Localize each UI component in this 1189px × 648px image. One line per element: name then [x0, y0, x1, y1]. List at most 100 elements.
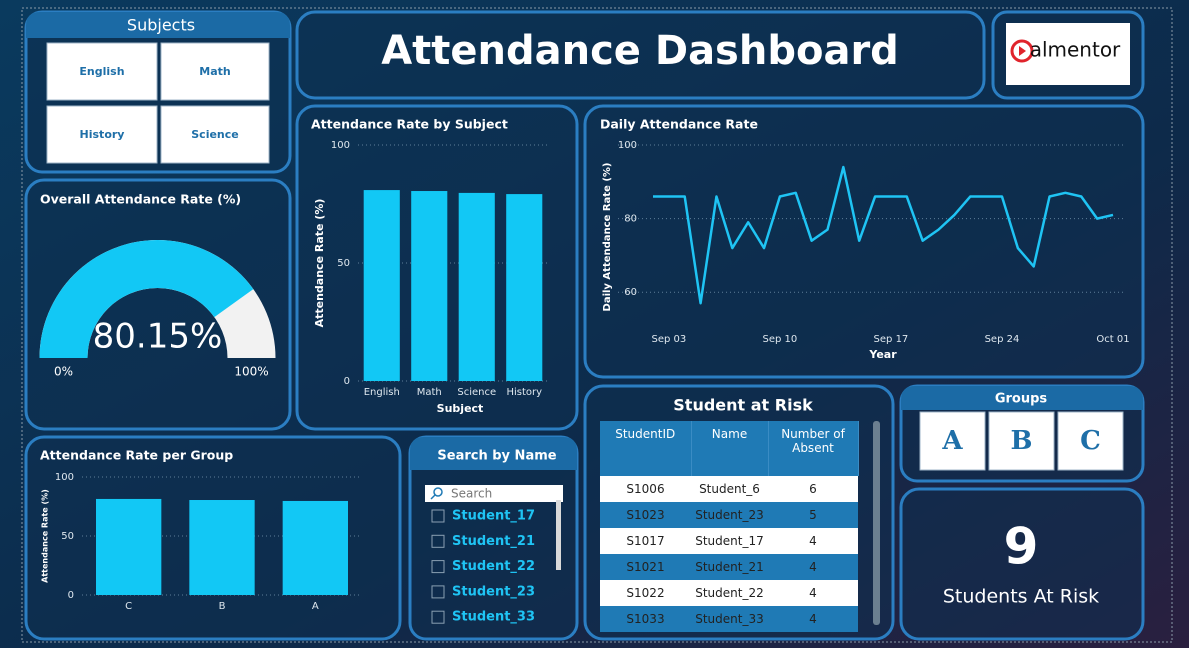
table-cell: S1017 [600, 528, 691, 554]
table-row: S1017 Student_17 4 [600, 528, 858, 554]
bar [189, 500, 255, 595]
search-header [410, 437, 577, 470]
logo-play [1019, 46, 1026, 56]
x-axis-label: Year [868, 348, 897, 361]
x-axis-label: Subject [437, 402, 484, 415]
table-cell: Student_33 [691, 606, 768, 632]
subject-button[interactable] [160, 105, 270, 164]
table-body: S1006 Student_6 6 S1023 Student_23 5 S1017 Stud… [600, 476, 858, 632]
line-chart-panel [583, 104, 1145, 379]
kpi-panel [899, 487, 1145, 641]
search-title: Search by Name [437, 449, 556, 464]
chart-title: Attendance Rate per Group [40, 448, 233, 463]
bar [96, 498, 162, 595]
column-header: Number of Absent [768, 421, 859, 476]
checkbox[interactable] [431, 509, 445, 523]
table-scrollbar[interactable] [873, 421, 880, 625]
table-cell: Student_23 [691, 502, 768, 528]
bar [458, 192, 495, 381]
group-button-label[interactable]: B [1011, 426, 1033, 456]
y-tick-label: 100 [618, 140, 637, 151]
checkbox[interactable] [431, 560, 445, 574]
table-cell: S1006 [600, 476, 691, 502]
dashboard-title: Attendance Dashboard [381, 28, 899, 74]
gauge-tick-label: 0% [54, 365, 73, 379]
search-scrollbar[interactable] [556, 500, 561, 570]
kpi-label: Students At Risk [943, 586, 1099, 608]
subjects-header [26, 12, 290, 38]
x-tick-label: Sep 24 [985, 334, 1020, 345]
y-axis-label: Daily Attendance Rate (%) [602, 163, 613, 312]
checkbox[interactable] [431, 585, 445, 599]
y-tick-label: 100 [55, 472, 74, 483]
table-row: S1006 Student_6 6 [600, 476, 858, 502]
subject-button[interactable] [46, 42, 158, 101]
table-row: S1023 Student_23 5 [600, 502, 858, 528]
x-tick-label: Sep 03 [651, 334, 686, 345]
gauge-value [39, 240, 254, 358]
table-header: StudentID Name Number of Absent [600, 421, 859, 476]
subject-button[interactable] [46, 105, 158, 164]
table-cell: S1021 [600, 554, 691, 580]
table-cell: Student_6 [691, 476, 768, 502]
search-box[interactable] [425, 485, 563, 502]
gauge-value-label: 80.15% [93, 317, 223, 357]
search-item[interactable]: Student_17 [452, 509, 535, 524]
x-tick-label: B [219, 601, 226, 612]
logo-text: almentor [1030, 38, 1121, 62]
subject-button-label[interactable]: Science [191, 128, 239, 141]
table-cell: Student_21 [691, 554, 768, 580]
x-tick-label: Math [417, 387, 442, 398]
group-button[interactable] [988, 411, 1055, 471]
table-row: S1033 Student_33 4 [600, 606, 858, 632]
column-header: Name [691, 421, 769, 476]
subject-button[interactable] [160, 42, 270, 101]
table-cell: Student_17 [691, 528, 768, 554]
y-tick-label: 0 [344, 376, 350, 387]
table-cell: S1022 [600, 580, 691, 606]
subject-button-label[interactable]: Math [199, 65, 230, 78]
y-tick-label: 60 [624, 287, 637, 298]
search-item[interactable]: Student_23 [452, 584, 535, 599]
subject-button-label[interactable]: English [79, 65, 124, 78]
groups-title: Groups [995, 392, 1048, 407]
x-tick-label: Sep 17 [874, 334, 909, 345]
group-button[interactable] [919, 411, 986, 471]
table-cell: 4 [768, 554, 858, 580]
subject-button-label[interactable]: History [80, 128, 125, 141]
y-tick-label: 100 [331, 140, 350, 151]
search-item[interactable]: Student_33 [452, 610, 535, 625]
x-tick-label: Oct 01 [1096, 334, 1129, 345]
risk-table: StudentID Name Number of Absent S1006 Stude… [600, 421, 859, 632]
gauge-panel [24, 178, 292, 431]
search-item[interactable]: Student_22 [452, 559, 535, 574]
y-axis-label: Attendance Rate (%) [313, 199, 326, 328]
kpi-value: 9 [1004, 518, 1039, 576]
group-button[interactable] [1057, 411, 1124, 471]
table-cell: 4 [768, 580, 858, 606]
search-placeholder[interactable]: Search [451, 487, 492, 501]
search-item[interactable]: Student_21 [452, 534, 535, 549]
group-button-label[interactable]: C [1080, 426, 1101, 456]
table-cell: 6 [768, 476, 858, 502]
table-title: Student at Risk [673, 396, 813, 415]
table-cell: Student_22 [691, 580, 768, 606]
y-tick-label: 50 [337, 258, 350, 269]
group-button-label[interactable]: A [941, 426, 963, 456]
groups-header [901, 386, 1143, 410]
table-cell: 4 [768, 606, 858, 632]
x-tick-label: A [312, 601, 319, 612]
table-row: S1022 Student_22 4 [600, 580, 858, 606]
search-icon-handle [430, 494, 436, 500]
checkbox[interactable] [431, 610, 445, 624]
chart-title: Overall Attendance Rate (%) [40, 192, 241, 207]
chart-title: Daily Attendance Rate [600, 117, 758, 132]
checkbox[interactable] [431, 534, 445, 548]
table-cell: 4 [768, 528, 858, 554]
y-tick-label: 80 [624, 214, 637, 225]
y-axis-label: Attendance Rate (%) [41, 489, 50, 583]
y-tick-label: 0 [68, 590, 74, 601]
column-header: StudentID [600, 421, 692, 476]
y-tick-label: 50 [61, 531, 74, 542]
